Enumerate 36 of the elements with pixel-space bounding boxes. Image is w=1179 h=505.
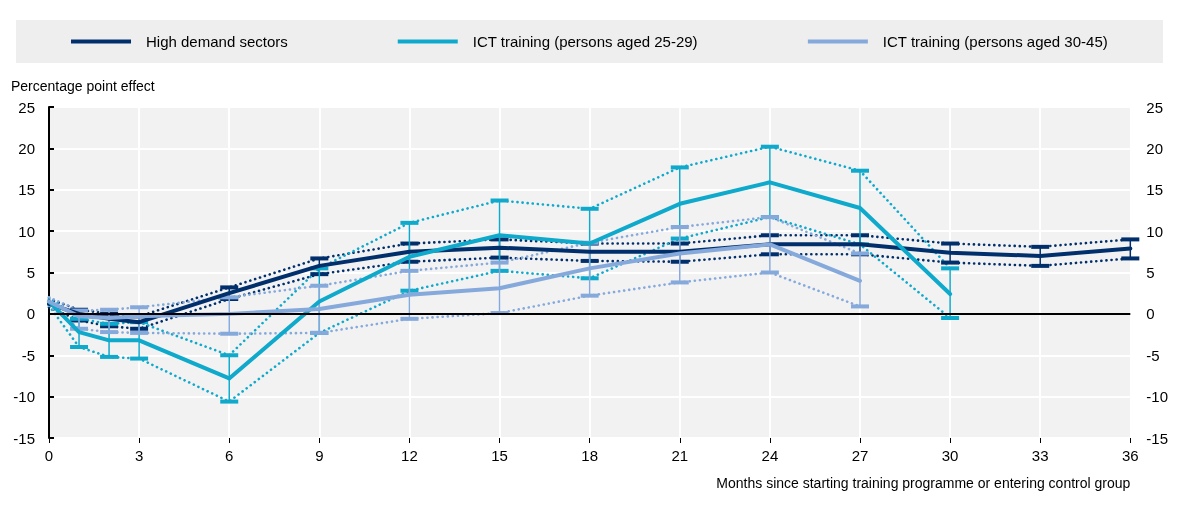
x-tick-label: 18 — [581, 447, 598, 464]
y-tick-label: 20 — [18, 139, 35, 157]
x-tick-label: 0 — [44, 447, 54, 464]
x-tick-label: 21 — [671, 447, 689, 464]
y2-tick-label: -15 — [1146, 429, 1169, 447]
legend-label: ICT training (persons aged 25-29) — [472, 33, 698, 50]
y-tick-label: -10 — [13, 388, 35, 406]
y-tick-label: 15 — [18, 181, 35, 199]
x-tick-label: 3 — [134, 447, 144, 464]
y2-tick-label: 0 — [1146, 305, 1155, 323]
x-tick-label: 12 — [401, 447, 418, 464]
y2-tick-label: 5 — [1146, 264, 1155, 281]
y-tick-label: -5 — [21, 346, 35, 364]
y-tick-label: 10 — [18, 222, 35, 240]
x-tick-label: 9 — [315, 447, 324, 464]
y2-tick-label: -10 — [1146, 388, 1169, 406]
y-tick-label: 0 — [26, 305, 35, 323]
y2-tick-label: 15 — [1146, 181, 1164, 199]
x-tick-label: 30 — [941, 447, 959, 464]
x-axis-title: Months since starting training programme or entering control group — [716, 475, 1131, 491]
x-tick-label: 36 — [1121, 447, 1139, 464]
x-tick-label: 33 — [1031, 447, 1049, 464]
x-tick-label: 27 — [851, 447, 869, 464]
y-tick-label: 25 — [18, 98, 35, 116]
legend-label: ICT training (persons aged 30-45) — [882, 33, 1108, 50]
y2-tick-label: 20 — [1146, 139, 1164, 157]
y-axis-title: Percentage point effect — [11, 78, 155, 94]
y2-tick-label: -5 — [1146, 346, 1160, 364]
y-tick-label: 5 — [26, 264, 35, 281]
y-tick-label: -15 — [13, 429, 35, 447]
x-tick-label: 6 — [225, 447, 234, 464]
x-tick-label: 24 — [761, 447, 779, 464]
y2-tick-label: 10 — [1146, 222, 1164, 240]
x-tick-label: 15 — [491, 447, 508, 464]
legend-label: High demand sectors — [146, 33, 288, 50]
y2-tick-label: 25 — [1146, 98, 1164, 116]
